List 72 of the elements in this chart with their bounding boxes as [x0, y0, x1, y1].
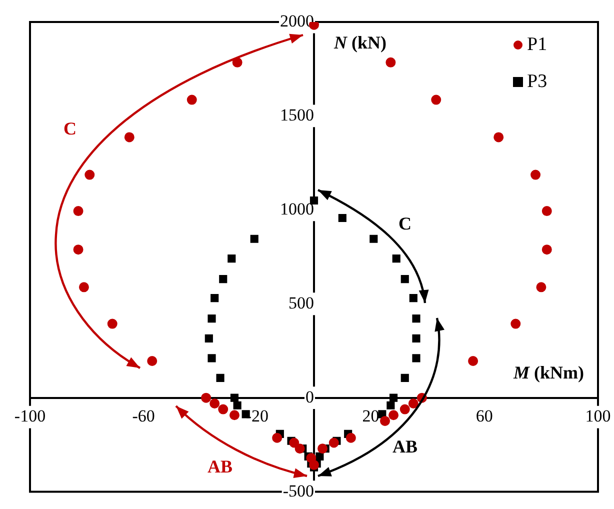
y-axis-title: N (kN)	[333, 32, 387, 53]
annotation: C	[398, 214, 412, 234]
point	[186, 94, 197, 105]
x-tick-label: 100	[585, 406, 611, 426]
point	[229, 410, 240, 420]
point	[370, 234, 378, 243]
point	[408, 398, 418, 408]
point	[328, 438, 339, 448]
x-axis-title: M (kNm)	[512, 362, 584, 382]
point	[216, 374, 224, 382]
point	[147, 356, 158, 366]
point	[124, 132, 134, 142]
point	[346, 432, 356, 443]
annotation: C	[64, 118, 76, 139]
y-tick-label: 1500	[280, 105, 314, 124]
point	[107, 318, 118, 329]
point	[84, 170, 95, 180]
point	[409, 294, 418, 302]
point	[233, 401, 242, 410]
point	[309, 460, 319, 470]
point	[510, 318, 521, 329]
annotation: AB	[207, 456, 233, 477]
point	[73, 206, 84, 216]
point	[536, 282, 546, 292]
point	[204, 334, 213, 342]
point	[494, 132, 504, 142]
point	[210, 294, 219, 302]
point	[250, 234, 258, 243]
point	[392, 254, 400, 263]
y-tick-label: -500	[282, 481, 314, 500]
point	[389, 394, 398, 402]
point	[73, 244, 84, 255]
point	[338, 214, 346, 222]
point	[400, 404, 410, 414]
point	[289, 438, 300, 448]
point	[431, 94, 442, 105]
point	[412, 354, 420, 362]
legend-label: P3	[527, 70, 548, 92]
point	[272, 432, 282, 443]
point	[468, 356, 478, 366]
point	[542, 206, 552, 216]
x-tick-label: 20	[362, 406, 380, 426]
point	[412, 334, 420, 342]
point	[310, 196, 318, 205]
y-tick-label: 500	[288, 293, 314, 312]
point	[412, 314, 420, 323]
point	[218, 404, 228, 414]
x-tick-label: -60	[132, 406, 155, 426]
point	[400, 374, 409, 382]
point	[78, 282, 89, 292]
point	[386, 401, 395, 410]
point	[318, 444, 328, 454]
y-tick-label: 0	[306, 387, 314, 406]
point	[201, 392, 212, 403]
point	[230, 394, 239, 402]
point	[400, 275, 409, 284]
point	[530, 170, 541, 180]
point	[208, 314, 216, 323]
point	[386, 57, 396, 68]
annotation: AB	[392, 436, 418, 457]
point	[210, 398, 220, 408]
point	[380, 416, 390, 426]
point	[388, 410, 399, 420]
x-tick-label: -100	[14, 406, 46, 426]
point	[219, 275, 228, 284]
legend-label: P1	[527, 34, 548, 55]
point	[294, 444, 305, 454]
y-tick-label: 1000	[280, 199, 314, 218]
point	[208, 354, 216, 362]
x-tick-label: 60	[476, 406, 493, 426]
point	[228, 254, 236, 263]
point	[542, 244, 552, 255]
